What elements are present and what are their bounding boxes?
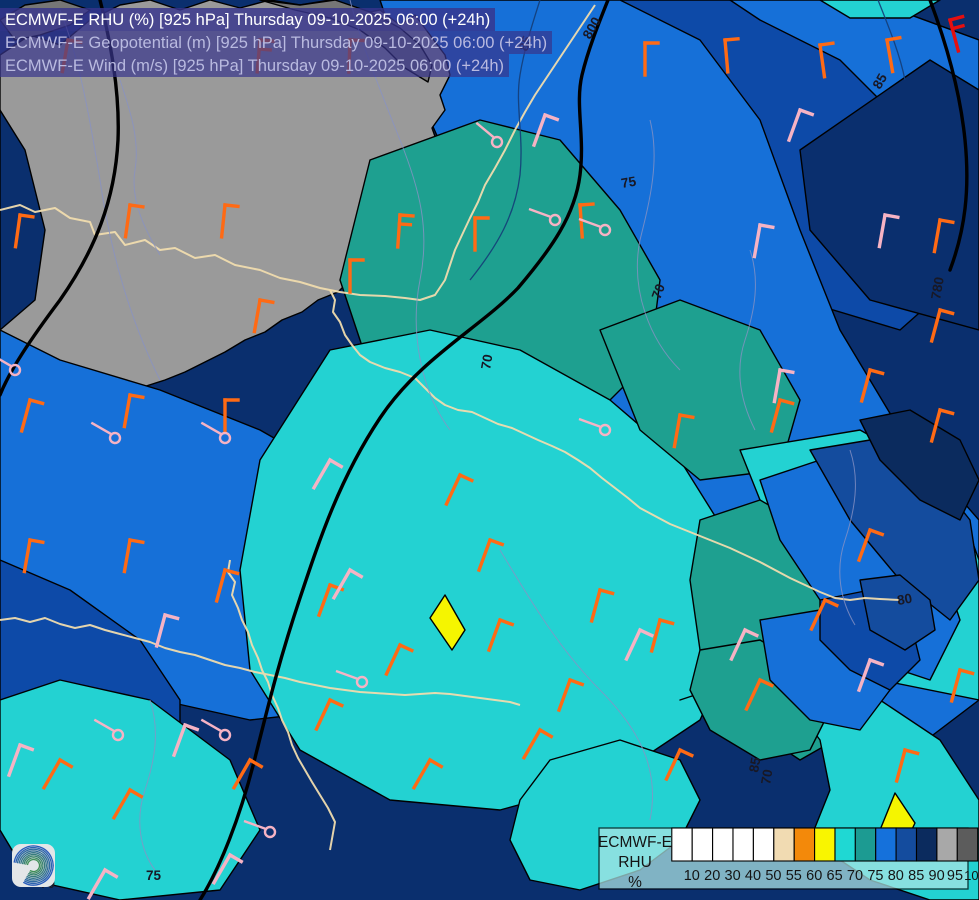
svg-text:40: 40 [745, 868, 761, 884]
svg-text:50: 50 [765, 868, 781, 884]
svg-text:55: 55 [786, 868, 802, 884]
svg-text:95: 95 [947, 868, 963, 884]
svg-text:ECMWF-E RHU (%) [925 hPa] Thur: ECMWF-E RHU (%) [925 hPa] Thursday 09-10… [5, 11, 490, 29]
svg-text:RHU: RHU [618, 854, 652, 871]
svg-text:ECMWF-E Geopotential (m) [925: ECMWF-E Geopotential (m) [925 hPa] Thurs… [5, 34, 547, 52]
svg-text:70: 70 [478, 353, 495, 370]
svg-text:ECMWF-E: ECMWF-E [598, 834, 672, 851]
svg-text:20: 20 [704, 868, 720, 884]
svg-text:65: 65 [827, 868, 843, 884]
svg-text:100: 100 [964, 868, 979, 883]
svg-text:75: 75 [146, 868, 162, 883]
svg-text:80: 80 [888, 868, 904, 884]
svg-text:75: 75 [867, 868, 883, 884]
svg-text:30: 30 [725, 868, 741, 884]
svg-text:90: 90 [929, 868, 945, 884]
svg-text:60: 60 [806, 868, 822, 884]
svg-text:%: % [628, 874, 642, 891]
svg-text:70: 70 [847, 868, 863, 884]
svg-text:ECMWF-E Wind (m/s) [925 hPa] T: ECMWF-E Wind (m/s) [925 hPa] Thursday 09… [5, 57, 504, 75]
svg-text:75: 75 [620, 173, 638, 190]
svg-text:80: 80 [896, 591, 913, 608]
svg-text:85: 85 [908, 868, 924, 884]
svg-text:70: 70 [758, 768, 775, 785]
svg-text:10: 10 [684, 868, 700, 884]
